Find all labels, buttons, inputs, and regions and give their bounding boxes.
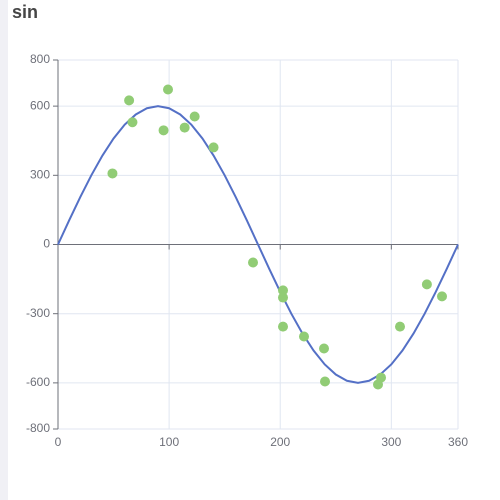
scatter-point [124,95,135,106]
scatter-point [437,291,447,302]
y-tick-label: -600 [26,375,50,389]
scatter-point [320,376,330,387]
x-tick-label: 200 [270,435,290,449]
side-strip [0,0,8,500]
scatter-point [127,117,138,128]
y-tick-label: -800 [26,421,50,435]
scatter-point [421,279,432,290]
x-tick-label: 100 [159,435,179,449]
y-tick-label: -300 [26,306,50,320]
y-tick-label: 0 [43,237,50,251]
y-tick-label: 300 [30,167,50,181]
scatter-point [278,321,288,332]
x-tick-label: 0 [55,435,62,449]
scatter-point [208,142,219,153]
scatter-point [163,84,173,95]
scatter-point [189,111,200,122]
scatter-point [376,372,386,383]
scatter-point [319,343,329,354]
scatter-point [107,168,118,179]
x-tick-label: 360 [448,435,468,449]
scatter-point [158,125,169,136]
scatter-point [179,122,190,133]
scatter-point [278,285,288,296]
scatter-point [278,292,288,303]
scatter-point [395,321,405,332]
sine-line [57,105,459,384]
scatter-point [248,257,258,268]
x-tick-label: 300 [381,435,401,449]
chart-title: sin [12,2,38,22]
y-tick-label: 600 [30,98,50,112]
y-tick-label: 800 [30,52,50,66]
scatter-point [299,331,309,342]
